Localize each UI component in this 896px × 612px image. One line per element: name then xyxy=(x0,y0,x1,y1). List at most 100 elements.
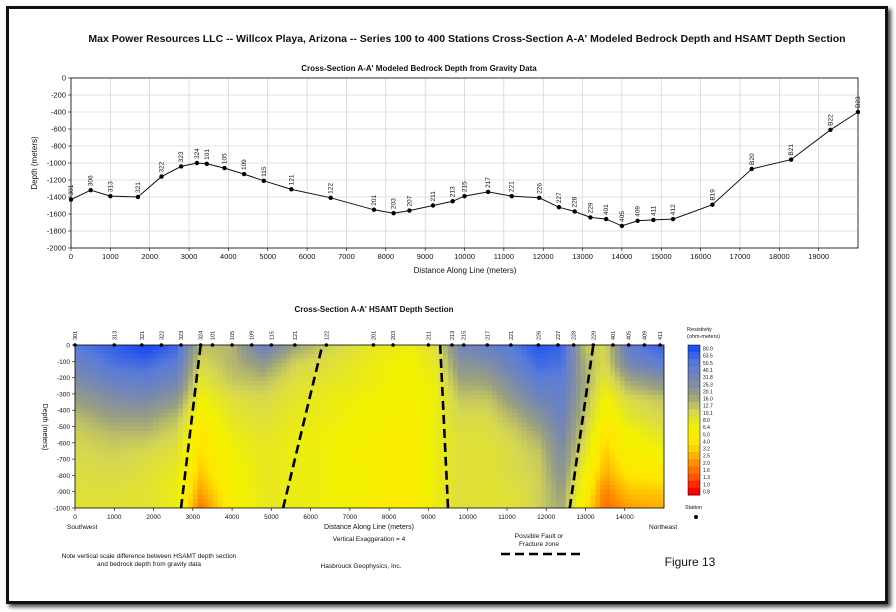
resistivity-cell xyxy=(536,440,542,446)
resistivity-cell xyxy=(521,394,528,400)
resistivity-cell xyxy=(619,412,626,419)
resistivity-cell xyxy=(84,412,91,419)
resistivity-cell xyxy=(394,426,400,432)
resistivity-cell xyxy=(359,399,366,405)
resistivity-cell xyxy=(536,494,542,500)
resistivity-cell xyxy=(256,412,263,419)
resistivity-cell xyxy=(241,471,248,477)
resistivity-cell xyxy=(394,381,400,387)
resistivity-cell xyxy=(614,435,621,441)
resistivity-cell xyxy=(600,376,606,382)
resistivity-cell xyxy=(379,358,385,364)
resistivity-cell xyxy=(202,458,209,464)
resistivity-cell xyxy=(251,476,258,482)
resistivity-cell xyxy=(354,494,361,500)
resistivity-cell xyxy=(256,390,263,396)
resistivity-cell xyxy=(286,349,292,355)
resistivity-cell xyxy=(502,385,508,391)
resistivity-cell xyxy=(187,444,194,450)
resistivity-cell xyxy=(173,462,179,468)
resistivity-cell xyxy=(536,426,542,432)
resistivity-cell xyxy=(236,354,243,360)
resistivity-cell xyxy=(266,363,272,369)
resistivity-cell xyxy=(398,403,405,409)
resistivity-cell xyxy=(349,462,356,468)
resistivity-cell xyxy=(546,345,552,351)
resistivity-cell xyxy=(369,390,376,396)
resistivity-cell xyxy=(359,494,366,500)
resistivity-cell xyxy=(281,462,287,468)
resistivity-cell xyxy=(128,381,135,387)
resistivity-cell xyxy=(344,354,351,360)
resistivity-cell xyxy=(128,498,135,505)
resistivity-cell xyxy=(256,467,263,473)
resistivity-cell xyxy=(271,444,277,450)
resistivity-cell xyxy=(124,444,130,450)
resistivity-cell xyxy=(143,503,150,508)
resistivity-cell xyxy=(128,390,135,396)
resistivity-cell xyxy=(217,494,223,500)
resistivity-cell xyxy=(330,440,336,446)
resistivity-cell xyxy=(438,367,444,373)
hsamt-section: Cross-Section A-A' HSAMT Depth Section 3… xyxy=(41,305,720,543)
resistivity-cell xyxy=(286,449,292,455)
resistivity-cell xyxy=(295,485,302,491)
resistivity-cell xyxy=(173,426,179,432)
resistivity-cell xyxy=(75,471,81,477)
resistivity-cell xyxy=(403,408,410,414)
resistivity-cell xyxy=(202,408,209,414)
resistivity-cell xyxy=(133,458,140,464)
resistivity-cell xyxy=(600,349,606,355)
resistivity-cell xyxy=(310,367,317,373)
resistivity-cell xyxy=(148,349,155,355)
resistivity-cell xyxy=(541,498,547,505)
resistivity-cell xyxy=(241,403,248,409)
resistivity-cell xyxy=(295,372,302,378)
resistivity-cell xyxy=(207,381,214,387)
resistivity-cell xyxy=(349,412,356,419)
resistivity-cell xyxy=(124,399,130,405)
gravity-x-tick-label: 12000 xyxy=(533,252,554,261)
resistivity-cell xyxy=(310,385,317,391)
resistivity-cell xyxy=(187,399,194,405)
resistivity-cell xyxy=(394,412,400,419)
resistivity-cell xyxy=(600,489,606,496)
resistivity-cell xyxy=(109,476,115,482)
resistivity-cell xyxy=(114,444,120,450)
resistivity-cell xyxy=(84,403,91,409)
resistivity-cell xyxy=(305,381,312,387)
resistivity-cell xyxy=(266,453,272,459)
resistivity-cell xyxy=(75,503,81,508)
resistivity-cell xyxy=(295,349,302,355)
gravity-data-point xyxy=(159,174,164,179)
resistivity-cell xyxy=(344,503,351,508)
resistivity-cell xyxy=(614,449,621,455)
resistivity-cell xyxy=(359,408,366,414)
resistivity-cell xyxy=(369,467,376,473)
resistivity-cell xyxy=(398,435,405,441)
resistivity-cell xyxy=(325,376,331,382)
resistivity-cell xyxy=(585,385,591,391)
resistivity-cell xyxy=(408,503,415,508)
resistivity-cell xyxy=(492,376,498,382)
resistivity-cell xyxy=(506,435,513,441)
resistivity-cell xyxy=(506,372,513,378)
resistivity-cell xyxy=(349,503,356,508)
resistivity-cell xyxy=(467,363,474,369)
resistivity-cell xyxy=(659,435,664,441)
resistivity-cell xyxy=(222,471,228,477)
resistivity-cell xyxy=(286,480,292,486)
resistivity-cell xyxy=(408,385,415,391)
resistivity-cell xyxy=(634,471,641,477)
resistivity-cell xyxy=(197,363,204,369)
resistivity-cell xyxy=(418,354,425,360)
resistivity-cell xyxy=(335,358,341,364)
resistivity-cell xyxy=(462,421,469,428)
resistivity-cell xyxy=(256,476,263,482)
resistivity-cell xyxy=(227,498,233,505)
resistivity-cell xyxy=(379,381,385,387)
resistivity-cell xyxy=(158,471,164,477)
resistivity-cell xyxy=(595,345,601,351)
resistivity-cell xyxy=(614,485,621,491)
resistivity-cell xyxy=(359,381,366,387)
